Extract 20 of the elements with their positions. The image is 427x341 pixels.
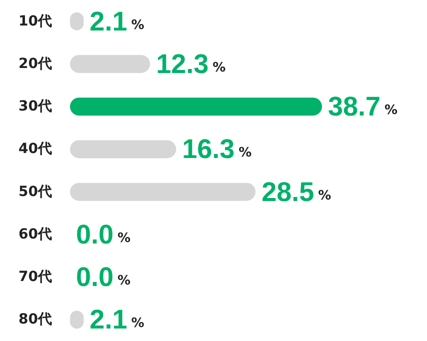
y-tick-label: 10代 <box>18 13 52 30</box>
y-tick-label: 50代 <box>18 184 52 200</box>
y-tick-label: 60代 <box>18 226 52 242</box>
data-label: 16.3% <box>182 134 252 164</box>
y-tick-label: 70代 <box>18 269 52 286</box>
y-tick-label: 40代 <box>18 141 52 158</box>
data-label: 0.0% <box>76 219 131 250</box>
data-label: 28.5% <box>262 176 332 207</box>
bar <box>70 182 256 201</box>
data-label: 12.3% <box>156 48 226 79</box>
bar <box>70 140 176 158</box>
data-label: 38.7% <box>328 92 398 122</box>
bar <box>70 98 322 116</box>
y-tick-label: 20代 <box>18 56 52 72</box>
data-label: 2.1% <box>90 6 144 36</box>
data-label: 2.1% <box>90 304 144 335</box>
y-tick-label: 30代 <box>18 98 52 115</box>
y-tick-label: 80代 <box>18 312 52 328</box>
bar <box>70 54 150 73</box>
data-label: 0.0% <box>76 262 131 292</box>
